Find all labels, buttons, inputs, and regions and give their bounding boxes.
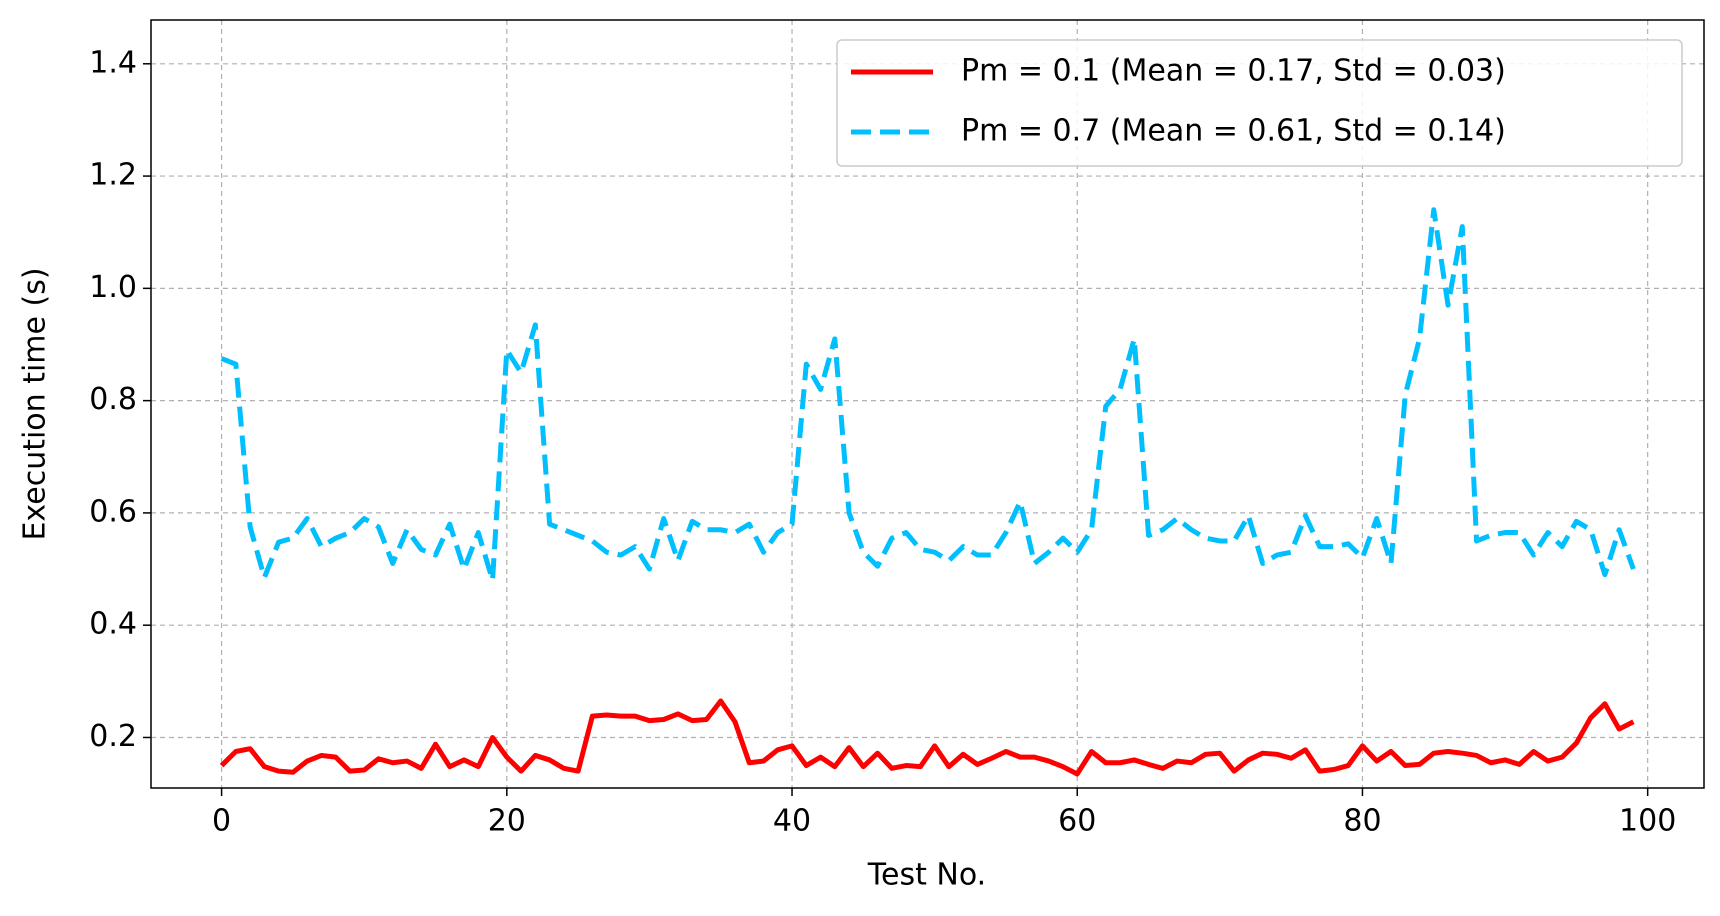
x-axis-label: Test No. [867, 858, 986, 893]
y-tick-label: 0.4 [89, 607, 137, 642]
x-tick-label: 60 [1058, 804, 1096, 839]
y-tick-label: 1.0 [89, 270, 137, 305]
y-axis-label: Execution time (s) [18, 267, 53, 540]
y-tick-label: 1.2 [89, 158, 137, 193]
legend-box [836, 39, 1683, 167]
legend-label: Pm = 0.7 (Mean = 0.61, Std = 0.14) [961, 114, 1506, 149]
y-tick-label: 0.2 [89, 719, 137, 754]
legend-label: Pm = 0.1 (Mean = 0.17, Std = 0.03) [961, 54, 1506, 89]
series-line [220, 207, 1636, 583]
x-tick-label: 40 [773, 804, 811, 839]
x-tick-label: 20 [488, 804, 526, 839]
y-tick-label: 0.8 [89, 382, 137, 417]
y-tick-label: 0.6 [89, 494, 137, 529]
plot-frame [150, 19, 1705, 789]
x-tick-label: 100 [1619, 804, 1676, 839]
y-tick-label: 1.4 [89, 45, 137, 80]
x-tick-label: 0 [212, 804, 231, 839]
series-line [219, 698, 1635, 777]
x-tick-label: 80 [1343, 804, 1381, 839]
